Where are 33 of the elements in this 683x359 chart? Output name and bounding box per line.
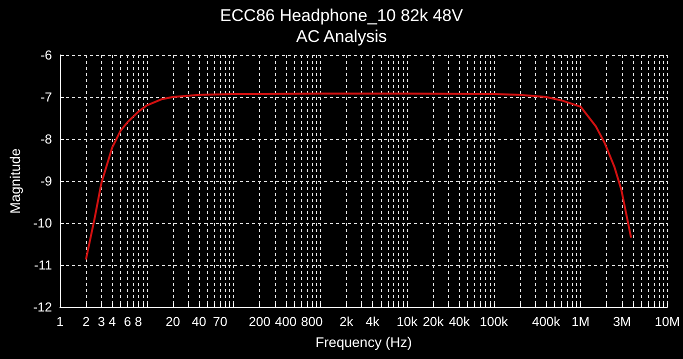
x-axis-title: Frequency (Hz) (315, 334, 412, 350)
chart-subtitle: AC Analysis (296, 27, 387, 46)
x-tick-label: 40k (448, 314, 470, 329)
x-tick-label: 70 (212, 314, 228, 329)
y-tick-label: -7 (40, 90, 52, 104)
x-tick-label: 20k (422, 314, 444, 329)
y-tick-label: -11 (34, 258, 52, 272)
y-axis-title: Magnitude (7, 148, 23, 214)
x-tick-label: 20 (166, 314, 180, 329)
x-tick-label: 1 (56, 314, 64, 329)
y-tick-label: -12 (33, 300, 52, 314)
x-tick-label: 40 (192, 314, 206, 329)
x-tick-label: 10M (654, 314, 680, 329)
chart-title: ECC86 Headphone_10 82k 48V (220, 6, 464, 25)
x-tick-label: 3 (98, 314, 106, 329)
x-tick-label: 1M (572, 314, 590, 329)
x-tick-label: 3M (612, 314, 632, 329)
y-tick-label: -6 (40, 48, 52, 62)
x-tick-label: 800 (301, 314, 323, 329)
y-tick-label: -10 (33, 216, 52, 230)
x-tick-label: 400k (532, 314, 561, 329)
x-tick-label: 8 (134, 314, 142, 329)
x-tick-label: 4 (108, 314, 116, 329)
y-tick-label: -8 (40, 132, 52, 146)
x-tick-label: 400 (274, 314, 297, 329)
x-tick-label: 4k (366, 314, 380, 329)
y-tick-label: -9 (40, 174, 52, 188)
x-tick-label: 2 (82, 314, 90, 329)
x-tick-label: 2k (340, 314, 354, 329)
x-tick-label: 6 (124, 314, 132, 329)
x-tick-label: 200 (248, 314, 270, 329)
x-tick-label: 100k (480, 314, 508, 329)
x-tick-label: 10k (396, 314, 418, 329)
